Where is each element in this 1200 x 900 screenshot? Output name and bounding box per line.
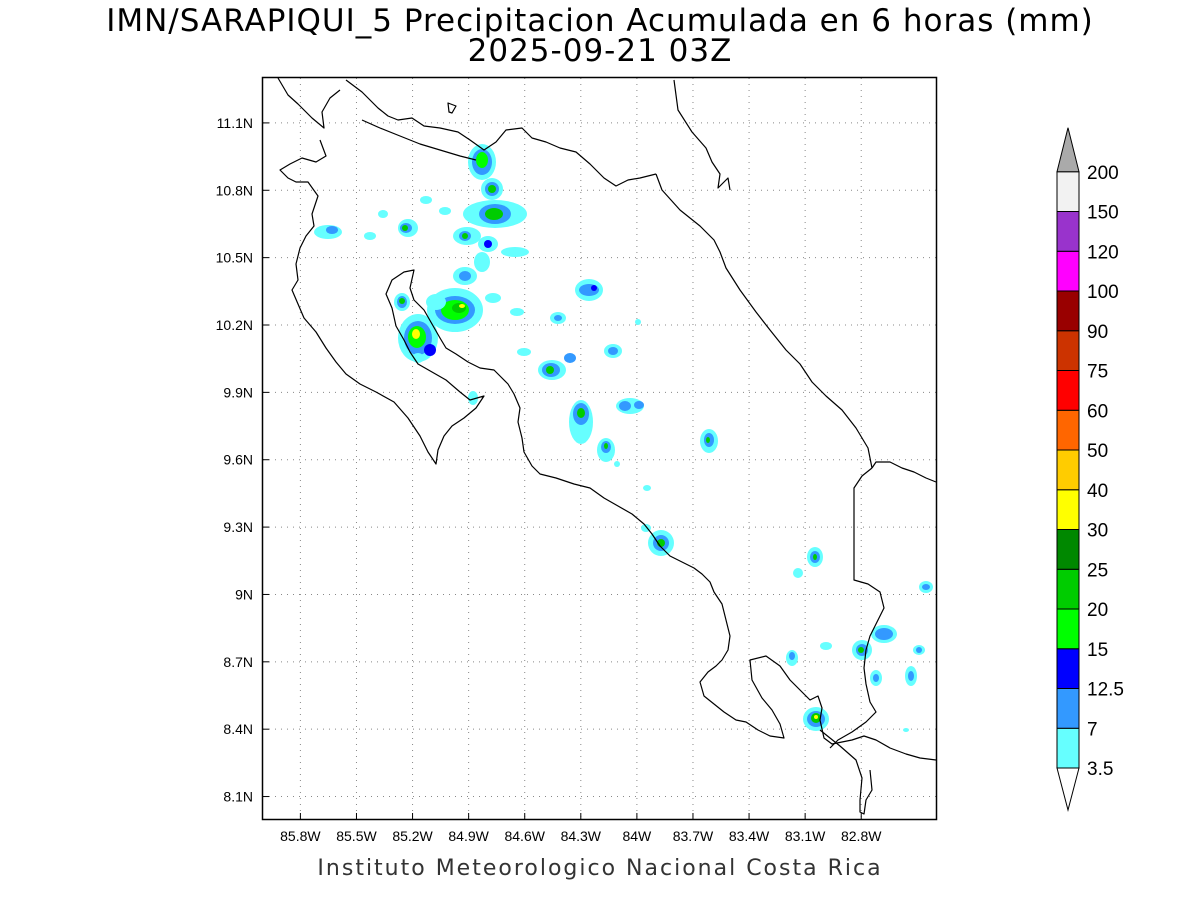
lon-tick-label: 83.7W	[673, 828, 714, 844]
colorbar-label: 20	[1087, 600, 1108, 621]
colorbar-label: 200	[1087, 163, 1119, 184]
colorbar-label: 75	[1087, 362, 1108, 383]
precipitation-field	[314, 144, 933, 732]
colorbar-segment	[1056, 489, 1080, 530]
colorbar-legend: 3.5 7 12.5 15 20 25 30 40 50 60 75 90 100 120 150 200	[1056, 127, 1124, 812]
colorbar-label: 3.5	[1087, 759, 1113, 780]
lon-tick-label: 85.2W	[392, 828, 433, 844]
colorbar-under-triangle	[1056, 767, 1080, 812]
colorbar-segment	[1056, 449, 1080, 491]
lat-tick-label: 9.6N	[223, 452, 253, 468]
map-valid-time: 2025-09-21 03Z	[467, 33, 733, 69]
lat-tick-label: 8.4N	[223, 721, 253, 737]
colorbar-label: 15	[1087, 640, 1108, 661]
lat-tick-label: 8.7N	[223, 654, 253, 670]
colorbar-segment	[1056, 568, 1080, 610]
lon-tick-label: 85.5W	[336, 828, 377, 844]
colorbar-label: 50	[1087, 441, 1108, 462]
lon-tick-label: 83.4W	[729, 828, 770, 844]
lat-tick-label: 9.9N	[223, 384, 253, 400]
colorbar-segment	[1056, 727, 1080, 769]
lon-tick-label: 85.8W	[280, 828, 321, 844]
colorbar-label: 7	[1087, 719, 1098, 740]
lat-tick-label: 9N	[235, 586, 253, 602]
colorbar-label: 30	[1087, 521, 1108, 542]
lon-tick-label: 84W	[622, 828, 652, 844]
colorbar-segment	[1056, 370, 1080, 411]
institution-credit: Instituto Meteorologico Nacional Costa R…	[317, 856, 883, 881]
colorbar-segment	[1056, 688, 1080, 729]
colorbar-label: 12.5	[1087, 680, 1124, 701]
lat-tick-label: 11.1N	[217, 115, 253, 131]
colorbar-label: 100	[1087, 282, 1119, 303]
colorbar-over-triangle	[1056, 127, 1080, 173]
lon-tick-label: 84.9W	[448, 828, 489, 844]
colorbar-label: 60	[1087, 401, 1108, 422]
lon-tick-label: 83.1W	[785, 828, 826, 844]
colorbar-label: 90	[1087, 322, 1108, 343]
lon-tick-label: 84.3W	[561, 828, 602, 844]
colorbar-label: 40	[1087, 481, 1108, 502]
map-gridlines	[263, 78, 936, 819]
colorbar-label: 150	[1087, 203, 1119, 224]
colorbar-segment	[1056, 171, 1080, 212]
latitude-ticks: 11.1N 10.8N 10.5N 10.2N 9.9N 9.6N 9.3N 9N 8.7N 8.…	[216, 115, 269, 805]
colorbar-segment	[1056, 648, 1080, 689]
map-title: IMN/SARAPIQUI_5 Precipitacion Acumulada …	[106, 3, 1094, 39]
coastline-borders	[277, 77, 937, 815]
colorbar-segment	[1056, 330, 1080, 371]
colorbar-segment	[1056, 608, 1080, 650]
lon-tick-label: 82.8W	[841, 828, 882, 844]
colorbar-segment	[1056, 409, 1080, 451]
colorbar-label: 25	[1087, 560, 1108, 581]
lat-tick-label: 10.5N	[216, 250, 253, 266]
colorbar-segment	[1056, 290, 1080, 332]
lat-tick-label: 10.2N	[216, 317, 253, 333]
colorbar-segment	[1056, 529, 1080, 570]
lon-tick-label: 84.6W	[504, 828, 545, 844]
longitude-ticks: 85.8W 85.5W 85.2W 84.9W 84.6W 84.3W 84W 83.7W 83…	[280, 813, 882, 844]
colorbar-segment	[1056, 211, 1080, 252]
lat-tick-label: 8.1N	[223, 789, 253, 805]
map-frame	[261, 76, 938, 821]
colorbar-segment	[1056, 250, 1080, 292]
lat-tick-label: 9.3N	[223, 519, 253, 535]
colorbar-label: 120	[1087, 242, 1119, 263]
lat-tick-label: 10.8N	[216, 182, 253, 198]
